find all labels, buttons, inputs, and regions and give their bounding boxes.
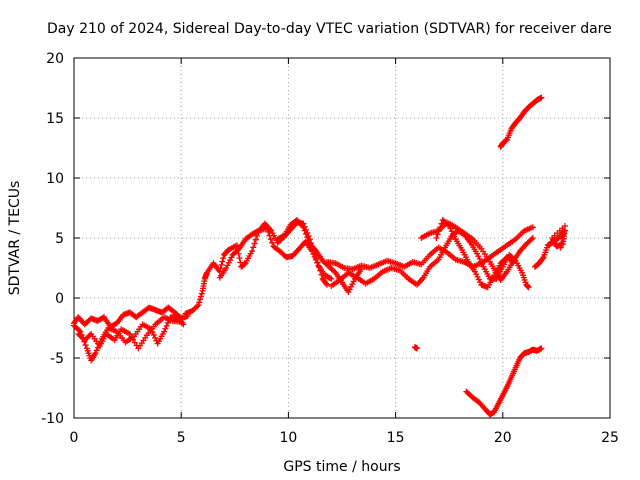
- y-tick-label: 20: [46, 51, 64, 67]
- x-tick-label: 10: [279, 430, 297, 446]
- data-point: [538, 345, 545, 352]
- chart-title: Day 210 of 2024, Sidereal Day-to-day VTE…: [47, 21, 612, 37]
- series-trace-rise-b: [216, 225, 335, 282]
- data-point: [437, 224, 444, 231]
- data-point: [310, 251, 317, 258]
- axis-ticks: 0 5 10 15 20 25 -10 -5 0 5 10 15 20: [41, 51, 619, 446]
- data-point: [220, 255, 227, 262]
- data-point: [150, 331, 157, 338]
- data-point: [561, 227, 568, 234]
- data-point: [300, 224, 307, 231]
- data-point: [198, 290, 205, 297]
- data-point: [302, 230, 309, 237]
- data-point: [178, 319, 185, 325]
- data-point: [234, 247, 241, 253]
- data-point: [267, 236, 274, 243]
- x-tick-label: 25: [601, 430, 619, 446]
- data-point: [323, 280, 330, 287]
- data-point: [263, 225, 270, 232]
- data-point: [163, 322, 170, 329]
- series-trace-mid-c: [418, 219, 536, 283]
- data-point: [560, 231, 567, 238]
- y-tick-label: -10: [41, 411, 64, 427]
- data-point: [510, 259, 517, 265]
- data-point: [435, 227, 442, 234]
- y-axis-label: SDTVAR / TECUs: [7, 181, 23, 296]
- series-trace-late: [531, 223, 568, 270]
- series-trace-mid-d: [433, 217, 517, 291]
- data-point: [236, 255, 243, 262]
- data-point: [269, 239, 276, 246]
- data-point: [254, 228, 261, 235]
- data-point: [217, 265, 224, 272]
- data-point: [305, 237, 312, 244]
- data-point: [444, 221, 451, 228]
- data-point: [82, 342, 89, 349]
- data-point: [196, 299, 203, 306]
- data-point: [92, 350, 99, 357]
- data-point: [86, 332, 93, 339]
- data-point: [314, 259, 321, 266]
- data-point: [557, 244, 564, 251]
- grid: [74, 58, 610, 418]
- data-point: [218, 261, 225, 268]
- series-trace-c-early: [75, 314, 185, 352]
- x-tick-label: 20: [494, 430, 512, 446]
- data-point: [241, 260, 248, 267]
- series-trace-high: [497, 94, 545, 150]
- data-point: [434, 231, 441, 238]
- data-point: [528, 236, 535, 243]
- data-point: [559, 235, 566, 242]
- data-point: [152, 334, 159, 341]
- data-point: [93, 347, 100, 354]
- data-point: [195, 302, 202, 309]
- data-point: [194, 303, 201, 310]
- data-point: [539, 255, 546, 262]
- data-point: [161, 328, 168, 335]
- y-tick-label: 10: [46, 171, 64, 187]
- data-point: [252, 236, 259, 243]
- data-marks: [71, 94, 568, 418]
- x-axis-label: GPS time / hours: [283, 459, 400, 475]
- data-point: [219, 258, 226, 265]
- series-isolated: [411, 344, 421, 352]
- x-tick-label: 5: [177, 430, 186, 446]
- x-tick-label: 15: [387, 430, 405, 446]
- data-point: [331, 268, 338, 275]
- data-point: [326, 275, 333, 282]
- data-point: [251, 240, 258, 247]
- data-point: [558, 240, 565, 247]
- y-tick-label: 15: [46, 111, 64, 127]
- data-point: [197, 296, 204, 303]
- data-point: [414, 345, 421, 352]
- data-point: [265, 229, 272, 235]
- y-tick-label: 0: [55, 291, 64, 307]
- y-tick-label: -5: [50, 351, 64, 367]
- data-point: [301, 227, 308, 234]
- data-point: [250, 244, 257, 251]
- data-point: [323, 281, 330, 288]
- data-point: [561, 223, 568, 229]
- series-trace-dip: [463, 345, 545, 418]
- data-point: [529, 235, 536, 241]
- data-point: [311, 253, 318, 260]
- data-point: [538, 94, 545, 101]
- data-point: [266, 232, 273, 239]
- series-trace-b-early: [71, 304, 191, 330]
- data-point: [328, 275, 335, 282]
- data-point: [433, 235, 440, 241]
- x-tick-label: 0: [70, 430, 79, 446]
- series-trace-mid-b: [328, 227, 532, 291]
- data-point: [509, 258, 516, 265]
- y-tick-label: 5: [55, 231, 64, 247]
- data-point: [525, 284, 532, 291]
- data-point: [197, 293, 204, 300]
- data-point: [304, 234, 311, 241]
- data-point: [312, 256, 319, 263]
- data-point: [529, 224, 536, 231]
- data-point: [162, 325, 169, 332]
- data-point: [248, 248, 255, 255]
